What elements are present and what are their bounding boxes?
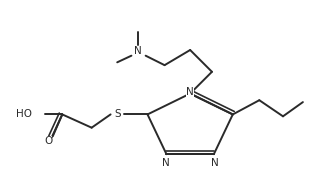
Text: N: N bbox=[162, 158, 169, 168]
Text: HO: HO bbox=[16, 109, 32, 119]
Text: N: N bbox=[134, 46, 142, 56]
Text: S: S bbox=[114, 109, 121, 119]
Text: O: O bbox=[44, 136, 52, 146]
Text: N: N bbox=[211, 158, 219, 168]
Text: N: N bbox=[186, 87, 194, 97]
